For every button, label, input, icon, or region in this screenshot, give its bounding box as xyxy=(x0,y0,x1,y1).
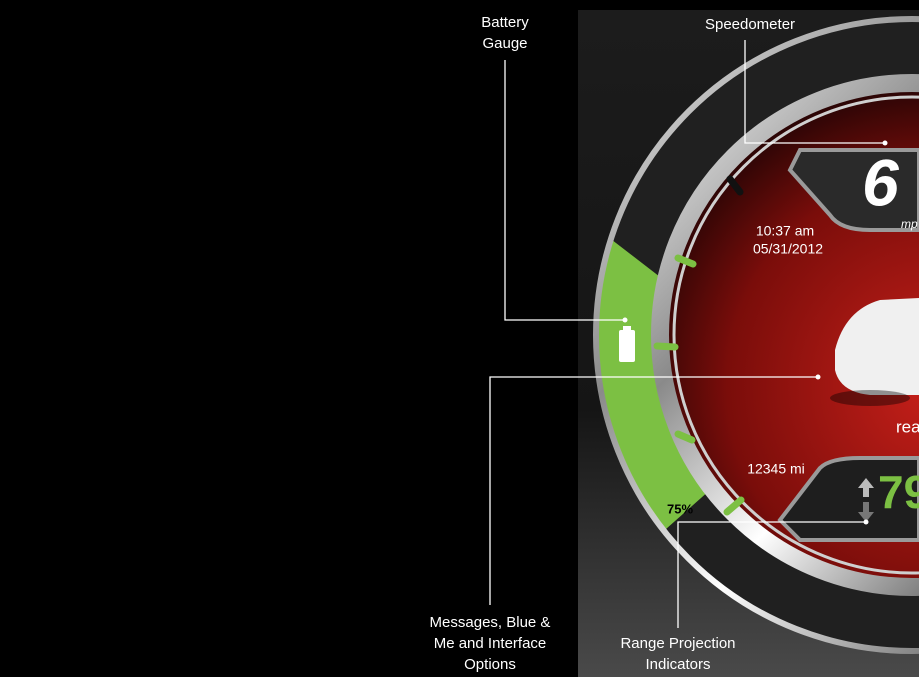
leader-dot xyxy=(883,141,888,146)
clock-date: 05/31/2012 xyxy=(753,241,823,257)
leader-dot xyxy=(623,318,628,323)
callout-label: Messages, Blue & xyxy=(430,614,551,631)
dashboard: 6 mp 10:37 am 05/31/2012 rea 12345 mi 79… xyxy=(578,10,919,677)
battery-icon-cap xyxy=(623,326,631,330)
status-message: rea xyxy=(896,417,919,436)
range-value: 79 xyxy=(878,466,919,518)
callout-label: Speedometer xyxy=(705,16,795,33)
callout-label: Battery xyxy=(481,14,529,31)
leader-dot xyxy=(816,375,821,380)
odometer: 12345 mi xyxy=(747,461,805,477)
car-shadow xyxy=(830,390,910,406)
leader-dot xyxy=(864,520,869,525)
annotated-dashboard: 6 mp 10:37 am 05/31/2012 rea 12345 mi 79… xyxy=(0,0,919,677)
battery-percent: 75% xyxy=(667,501,693,516)
callout-label: Gauge xyxy=(482,35,527,52)
page: 6 mp 10:37 am 05/31/2012 rea 12345 mi 79… xyxy=(0,0,919,677)
battery-icon xyxy=(619,330,635,362)
callout-label: Range Projection xyxy=(620,635,735,652)
callout-label: Me and Interface xyxy=(434,635,547,652)
callout-label: Options xyxy=(464,656,516,673)
callout-label: Indicators xyxy=(645,656,710,673)
clock-time: 10:37 am xyxy=(756,223,814,239)
speed-value: 6 xyxy=(862,145,900,219)
speed-unit: mp xyxy=(901,217,918,231)
